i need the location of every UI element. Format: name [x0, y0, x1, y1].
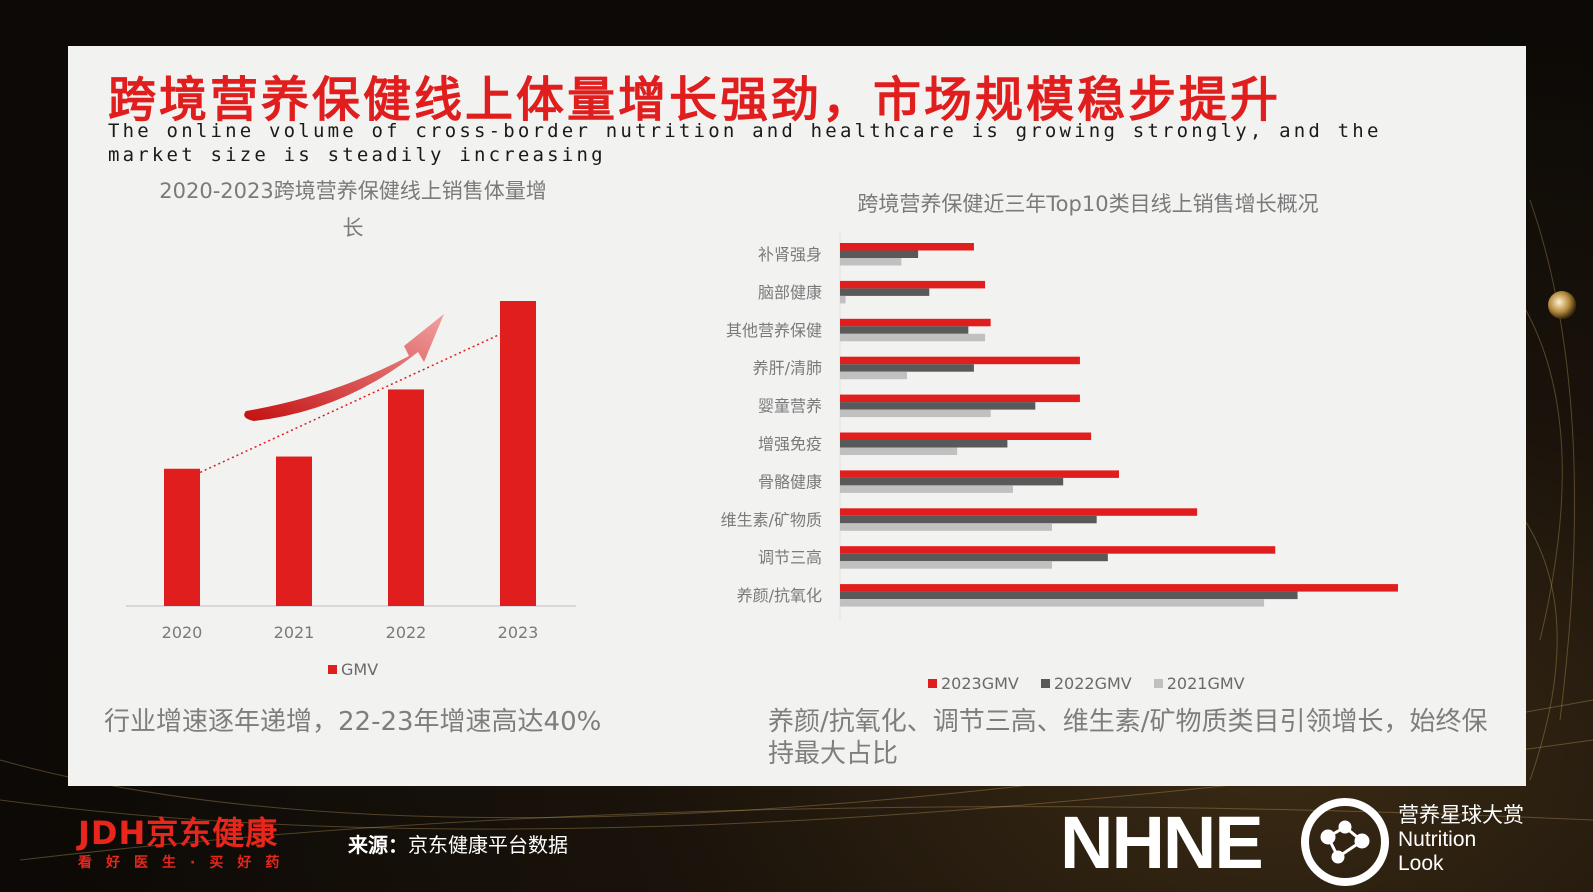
jd-health-logo: JDH京东健康 看好医生·买好药 [78, 808, 293, 872]
bar-2021GMV [840, 295, 846, 304]
gold-orb-icon [1548, 291, 1576, 319]
category-label: 其他营养保健 [726, 321, 822, 340]
legend-label: GMV [341, 660, 379, 679]
gmv-bar-2020 [164, 468, 200, 606]
bar-2022GMV [840, 553, 1108, 562]
category-label: 骨骼健康 [758, 472, 822, 491]
bar-2021GMV [840, 258, 902, 266]
legend-item: 2022GMV [1040, 674, 1132, 693]
bar-2022GMV [840, 477, 1064, 486]
right-chart-legend: 2023GMV 2022GMV 2021GMV [928, 674, 1267, 693]
bar-2023GMV [840, 318, 991, 327]
bar-2021GMV [840, 447, 958, 455]
legend-label: 2021GMV [1166, 674, 1245, 693]
gmv-bar-2023 [500, 301, 536, 606]
page-title: 跨境营养保健线上体量增长强劲，市场规模稳步提升 [108, 72, 1282, 128]
legend-item: 2023GMV [928, 674, 1019, 693]
content-panel: 跨境营养保健线上体量增长强劲，市场规模稳步提升 The online volum… [68, 46, 1526, 786]
bar-2022GMV [840, 364, 974, 372]
gmv-bar-2021 [276, 456, 312, 606]
x-tick-label-2021: 2021 [274, 623, 315, 642]
bar-2022GMV [840, 326, 969, 334]
bar-2021GMV [840, 599, 1265, 607]
left-summary-text: 行业增速逐年递增，22-23年增速高达40% [104, 707, 602, 737]
legend-swatch [1153, 679, 1163, 688]
left-chart-legend: GMV [328, 660, 400, 679]
x-tick-label-2023: 2023 [498, 623, 539, 642]
legend-label: 2022GMV [1053, 674, 1132, 693]
bar-2021GMV [840, 561, 1053, 569]
bar-2022GMV [840, 250, 919, 258]
bar-2022GMV [840, 440, 1008, 448]
bar-2021GMV [840, 523, 1053, 531]
category-label: 补肾强身 [758, 245, 822, 264]
bar-2023GMV [840, 394, 1080, 403]
gmv-growth-chart: 2020 2021 2022 2023 [126, 301, 576, 642]
x-tick-label-2020: 2020 [162, 623, 203, 642]
bar-2021GMV [840, 409, 991, 418]
bar-2022GMV [840, 591, 1298, 600]
category-label: 脑部健康 [758, 283, 822, 302]
bar-2023GMV [840, 280, 986, 289]
bar-2021GMV [840, 371, 907, 380]
gmv-bar-2022 [388, 389, 424, 606]
bar-2023GMV [840, 432, 1092, 440]
bar-2023GMV [840, 584, 1398, 592]
growth-arrow-icon [244, 314, 444, 421]
bar-2023GMV [840, 508, 1198, 516]
category-label: 维生素/矿物质 [721, 510, 822, 529]
bar-2022GMV [840, 515, 1097, 524]
bar-2022GMV [840, 402, 1036, 410]
x-tick-label-2022: 2022 [386, 623, 427, 642]
trend-line [181, 325, 519, 482]
category-label: 增强免疫 [758, 435, 822, 454]
category-label: 调节三高 [758, 548, 822, 567]
bar-2023GMV [840, 470, 1119, 478]
source-text: 京东健康平台数据 [408, 833, 568, 857]
category-label: 婴童营养 [758, 397, 822, 416]
jd-health-logo-text: JDH京东健康 [78, 814, 279, 852]
legend-item: 2021GMV [1153, 674, 1245, 693]
right-chart-title: 跨境营养保健近三年Top10类目线上销售增长概况 [857, 192, 1319, 216]
top10-category-chart: 补肾强身脑部健康其他营养保健养肝/清肺婴童营养增强免疫骨骼健康维生素/矿物质调节… [721, 231, 1398, 621]
legend-label: 2023GMV [941, 674, 1019, 693]
bar-2021GMV [840, 485, 1013, 493]
nhne-logo: NHNE [1060, 801, 1264, 884]
bar-2023GMV [840, 546, 1276, 554]
category-label: 养颜/抗氧化 [737, 586, 822, 605]
bar-2023GMV [840, 243, 974, 251]
nutrition-look-logo-icon [1301, 798, 1389, 886]
award-cn: 营养星球大赏 [1398, 804, 1524, 827]
legend-item: GMV [328, 660, 378, 679]
right-summary-text: 养颜/抗氧化、调节三高、维生素/矿物质类目引领增长，始终保持最大占比 [768, 707, 1488, 769]
jd-health-slogan: 看好医生·买好药 [78, 855, 294, 871]
bar-2022GMV [840, 288, 930, 296]
award-en-2: Look [1398, 852, 1444, 875]
nutrition-look-text: 营养星球大赏 Nutrition Look [1398, 804, 1524, 876]
bar-2023GMV [840, 356, 1080, 365]
legend-swatch [928, 679, 937, 688]
category-label: 养肝/清肺 [753, 359, 822, 378]
bar-2021GMV [840, 333, 986, 342]
page-subtitle: The online volume of cross-border nutrit… [108, 120, 1382, 166]
source-label: 来源： [348, 833, 408, 857]
legend-swatch [1040, 679, 1050, 688]
legend-swatch [328, 665, 337, 674]
data-source: 来源：京东健康平台数据 [348, 829, 568, 858]
award-en-1: Nutrition [1398, 828, 1477, 851]
left-chart-title: 2020-2023跨境营养保健线上销售体量增长 [159, 179, 547, 240]
